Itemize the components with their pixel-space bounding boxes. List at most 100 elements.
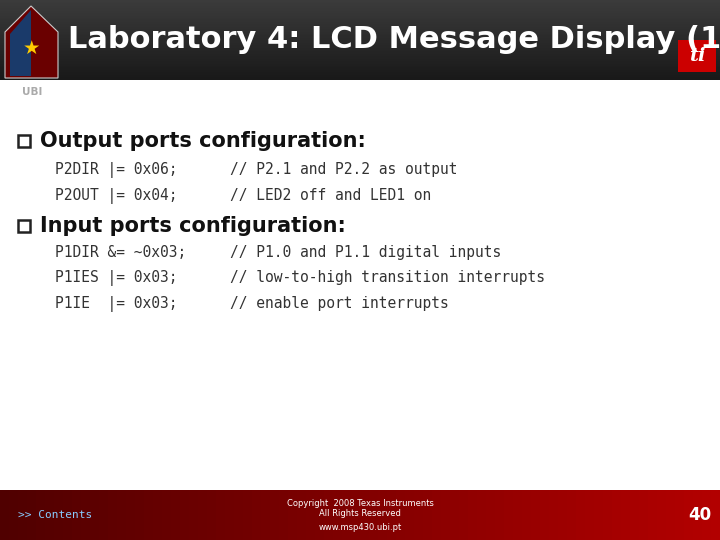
Bar bbox=[0, 9, 720, 11]
Bar bbox=[180, 490, 190, 540]
Bar bbox=[0, 6, 720, 8]
Bar bbox=[0, 30, 720, 32]
Bar bbox=[108, 490, 118, 540]
Bar bbox=[0, 57, 720, 59]
Bar bbox=[0, 4, 720, 6]
Bar bbox=[558, 490, 568, 540]
Bar bbox=[0, 24, 720, 25]
Bar bbox=[0, 36, 720, 38]
Text: Laboratory 4: LCD Message Display (18/18): Laboratory 4: LCD Message Display (18/18… bbox=[68, 25, 720, 55]
Bar bbox=[0, 17, 720, 19]
Bar bbox=[0, 52, 720, 55]
Bar bbox=[0, 25, 720, 27]
Bar bbox=[678, 40, 716, 72]
Bar bbox=[711, 490, 720, 540]
Bar bbox=[0, 14, 720, 16]
Bar bbox=[666, 490, 676, 540]
Bar bbox=[639, 490, 649, 540]
Bar bbox=[360, 490, 370, 540]
Bar bbox=[144, 490, 154, 540]
Bar bbox=[693, 490, 703, 540]
Bar bbox=[288, 490, 298, 540]
Bar bbox=[234, 490, 244, 540]
Bar bbox=[342, 490, 352, 540]
Text: 40: 40 bbox=[688, 506, 711, 524]
Bar bbox=[387, 490, 397, 540]
Bar bbox=[0, 65, 720, 67]
Bar bbox=[0, 46, 720, 48]
Bar bbox=[603, 490, 613, 540]
Text: >> Contents: >> Contents bbox=[18, 510, 92, 520]
Bar bbox=[0, 78, 720, 80]
Bar bbox=[594, 490, 604, 540]
Bar bbox=[540, 490, 550, 540]
Polygon shape bbox=[10, 10, 31, 76]
Bar bbox=[0, 51, 720, 53]
Bar bbox=[0, 16, 720, 18]
Bar bbox=[243, 490, 253, 540]
Text: Output ports configuration:: Output ports configuration: bbox=[40, 131, 366, 151]
Bar bbox=[459, 490, 469, 540]
Bar bbox=[0, 35, 720, 37]
Bar bbox=[648, 490, 658, 540]
Bar bbox=[270, 490, 280, 540]
Bar bbox=[126, 490, 136, 540]
Text: www.msp430.ubi.pt: www.msp430.ubi.pt bbox=[318, 523, 402, 531]
Bar bbox=[261, 490, 271, 540]
Bar bbox=[279, 490, 289, 540]
Bar bbox=[621, 490, 631, 540]
Bar bbox=[0, 70, 720, 72]
Bar bbox=[576, 490, 586, 540]
Bar bbox=[0, 59, 720, 61]
Text: P1IE  |= 0x03;      // enable port interrupts: P1IE |= 0x03; // enable port interrupts bbox=[55, 296, 449, 312]
Bar bbox=[306, 490, 316, 540]
Bar bbox=[0, 39, 720, 42]
Bar bbox=[684, 490, 694, 540]
Bar bbox=[324, 490, 334, 540]
Bar bbox=[207, 490, 217, 540]
Bar bbox=[0, 0, 720, 2]
Bar bbox=[0, 490, 10, 540]
Bar bbox=[9, 490, 19, 540]
Bar bbox=[0, 76, 720, 78]
Bar bbox=[0, 60, 720, 63]
Text: P2OUT |= 0x04;      // LED2 off and LED1 on: P2OUT |= 0x04; // LED2 off and LED1 on bbox=[55, 188, 431, 204]
Bar bbox=[567, 490, 577, 540]
Bar bbox=[0, 75, 720, 77]
Bar bbox=[189, 490, 199, 540]
Bar bbox=[585, 490, 595, 540]
Text: Input ports configuration:: Input ports configuration: bbox=[40, 216, 346, 236]
Text: P1DIR &= ~0x03;     // P1.0 and P1.1 digital inputs: P1DIR &= ~0x03; // P1.0 and P1.1 digital… bbox=[55, 245, 501, 260]
Bar bbox=[0, 31, 720, 33]
Bar bbox=[0, 33, 720, 35]
Text: P2DIR |= 0x06;      // P2.1 and P2.2 as output: P2DIR |= 0x06; // P2.1 and P2.2 as outpu… bbox=[55, 162, 457, 178]
Bar bbox=[504, 490, 514, 540]
Polygon shape bbox=[5, 6, 58, 78]
Bar bbox=[0, 54, 720, 56]
Bar bbox=[468, 490, 478, 540]
Bar bbox=[18, 135, 30, 147]
Text: P1IES |= 0x03;      // low-to-high transition interrupts: P1IES |= 0x03; // low-to-high transition… bbox=[55, 270, 545, 286]
Bar bbox=[522, 490, 532, 540]
Bar bbox=[513, 490, 523, 540]
Bar bbox=[0, 64, 720, 65]
Bar bbox=[351, 490, 361, 540]
Bar bbox=[657, 490, 667, 540]
Bar bbox=[531, 490, 541, 540]
Bar bbox=[36, 490, 46, 540]
Bar bbox=[441, 490, 451, 540]
Bar bbox=[369, 490, 379, 540]
Bar bbox=[72, 490, 82, 540]
Bar bbox=[45, 490, 55, 540]
Bar bbox=[0, 68, 720, 70]
Bar bbox=[414, 490, 424, 540]
Bar bbox=[0, 12, 720, 15]
Bar bbox=[54, 490, 64, 540]
Bar bbox=[0, 3, 720, 5]
Bar bbox=[252, 490, 262, 540]
Bar bbox=[0, 21, 720, 22]
Text: All Rights Reserved: All Rights Reserved bbox=[319, 509, 401, 517]
Text: UBI: UBI bbox=[22, 87, 42, 97]
Bar bbox=[0, 48, 720, 50]
Bar bbox=[0, 44, 720, 46]
